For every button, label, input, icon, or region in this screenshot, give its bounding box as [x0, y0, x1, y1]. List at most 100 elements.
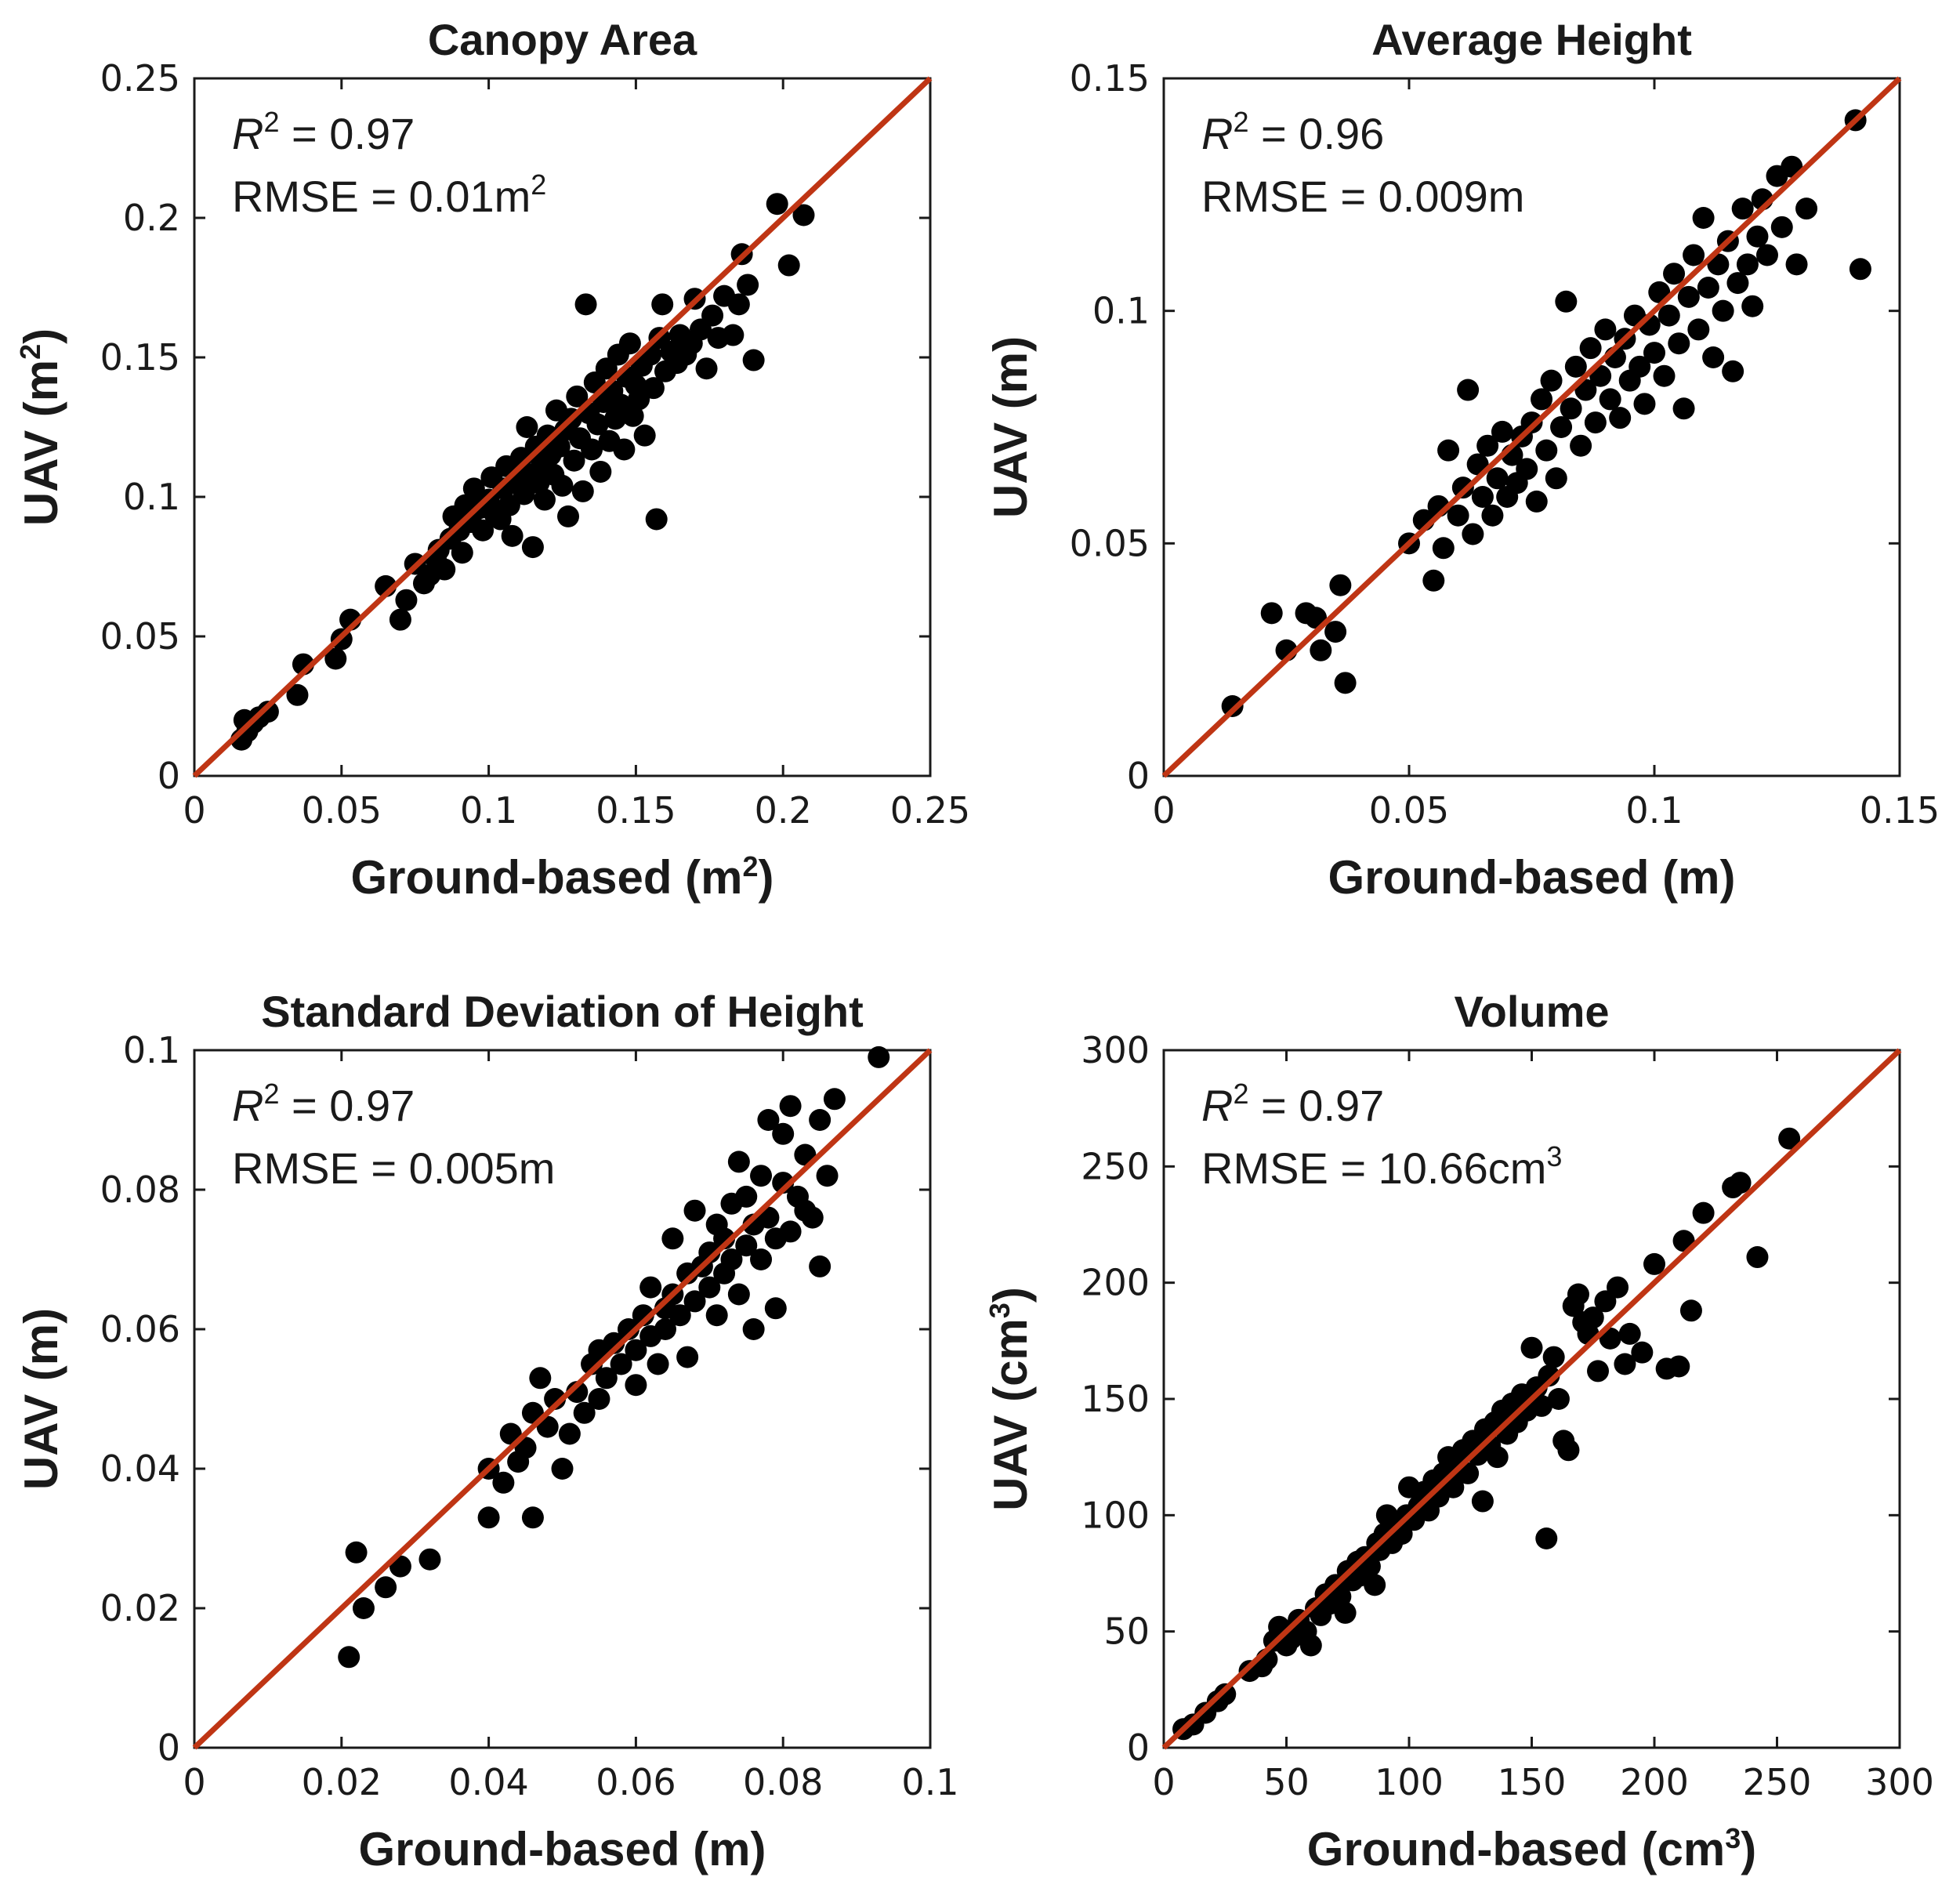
data-point — [683, 1290, 706, 1313]
data-point — [1564, 355, 1587, 378]
data-point — [1587, 1360, 1610, 1382]
x-tick-label: 0.04 — [448, 1761, 528, 1803]
data-point — [727, 293, 750, 316]
data-point — [1741, 295, 1764, 317]
data-point — [816, 1165, 839, 1187]
x-axis-label: Ground-based (m2) — [350, 850, 773, 904]
data-point — [501, 524, 524, 547]
x-tick-label: 250 — [1743, 1761, 1812, 1803]
chart-title: Average Height — [1371, 15, 1692, 64]
data-point — [735, 1185, 758, 1208]
data-point — [521, 1506, 544, 1529]
x-tick-label: 300 — [1865, 1761, 1934, 1803]
chart-title: Canopy Area — [428, 15, 697, 64]
data-point — [1560, 397, 1582, 420]
data-point — [722, 324, 745, 346]
data-point — [1557, 1439, 1580, 1462]
data-point — [1324, 621, 1347, 643]
r2-value: = 0.96 — [1248, 109, 1384, 158]
y-axis-label: UAV (m) — [984, 336, 1037, 518]
data-point — [1629, 355, 1651, 378]
data-point — [1712, 299, 1734, 322]
data-point — [324, 647, 347, 670]
data-point — [338, 1646, 360, 1669]
data-point — [742, 349, 765, 371]
data-point — [418, 1548, 441, 1571]
data-point — [375, 1576, 397, 1599]
data-point — [621, 404, 644, 427]
y-tick-label: 0 — [1127, 755, 1150, 797]
data-point — [1785, 253, 1808, 276]
data-point — [757, 1109, 780, 1131]
rmse-value: RMSE = 10.66cm — [1201, 1143, 1546, 1193]
scatter-points — [230, 193, 815, 751]
y-tick-label: 50 — [1103, 1611, 1150, 1653]
data-point — [1778, 1127, 1801, 1150]
r2-value: = 0.97 — [279, 1081, 415, 1130]
data-point — [735, 1234, 758, 1257]
x-axis-label-close: ) — [759, 851, 774, 904]
data-point — [551, 1458, 574, 1480]
data-point — [529, 1367, 552, 1390]
plot-frame — [193, 1049, 932, 1749]
y-axis-label: UAV (cm3) — [984, 1287, 1037, 1511]
x-tick-label: 0.05 — [1369, 789, 1449, 832]
x-tick-label: 0.25 — [890, 789, 970, 832]
x-tick-label: 0.02 — [302, 1761, 382, 1803]
data-point — [1476, 434, 1499, 457]
r2-symbol: R — [1201, 109, 1233, 158]
data-point — [1668, 332, 1690, 355]
data-point — [625, 1339, 647, 1361]
data-point — [492, 1471, 515, 1494]
data-point — [727, 1283, 750, 1306]
data-point — [1260, 602, 1283, 625]
data-point — [521, 536, 544, 559]
data-point — [1520, 411, 1543, 434]
data-point — [566, 385, 589, 408]
data-point — [595, 1367, 618, 1390]
data-point — [779, 1095, 802, 1118]
r2-superscript: 2 — [263, 1078, 279, 1110]
x-tick-label: 200 — [1620, 1761, 1689, 1803]
data-point — [1471, 1490, 1494, 1513]
data-point — [1631, 1341, 1654, 1364]
data-point — [1451, 477, 1474, 499]
data-point — [1542, 1346, 1565, 1368]
data-point — [647, 1353, 669, 1375]
data-point — [809, 1109, 831, 1131]
x-tick-label: 0.1 — [901, 1761, 958, 1803]
r2-annotation: R2 = 0.97 — [1201, 1078, 1384, 1130]
data-point — [1657, 304, 1680, 327]
x-tick-label: 0.08 — [743, 1761, 823, 1803]
data-point — [1462, 523, 1484, 545]
data-point — [563, 449, 585, 472]
y-tick-label: 0 — [1127, 1727, 1150, 1769]
data-point — [1567, 1283, 1589, 1306]
y-axis-label: UAV (m) — [15, 1308, 67, 1490]
data-point — [1299, 1634, 1322, 1657]
data-point — [1486, 467, 1509, 490]
data-point — [801, 1206, 824, 1229]
y-tick-label: 0.02 — [100, 1587, 180, 1629]
x-axis-label-sup: 2 — [743, 850, 759, 882]
y-axis-label: UAV (m2) — [14, 328, 67, 526]
data-point — [618, 332, 641, 355]
data-point — [472, 519, 495, 542]
y-tick-label: 0.2 — [123, 197, 180, 239]
chart-title: Volume — [1454, 987, 1609, 1036]
data-point — [683, 1199, 706, 1222]
rmse-annotation: RMSE = 0.01m2 — [232, 169, 546, 221]
x-tick-label: 100 — [1375, 1761, 1444, 1803]
r2-annotation: R2 = 0.96 — [1201, 106, 1384, 158]
data-point — [1471, 486, 1494, 508]
data-point — [1755, 244, 1778, 266]
data-point — [1795, 197, 1818, 220]
y-tick-label: 0.1 — [1092, 290, 1150, 332]
y-tick-label: 200 — [1081, 1262, 1150, 1304]
data-point — [551, 474, 574, 497]
data-point — [1457, 379, 1480, 401]
fit-line — [1161, 76, 1902, 778]
x-tick-label: 0.1 — [460, 789, 517, 832]
